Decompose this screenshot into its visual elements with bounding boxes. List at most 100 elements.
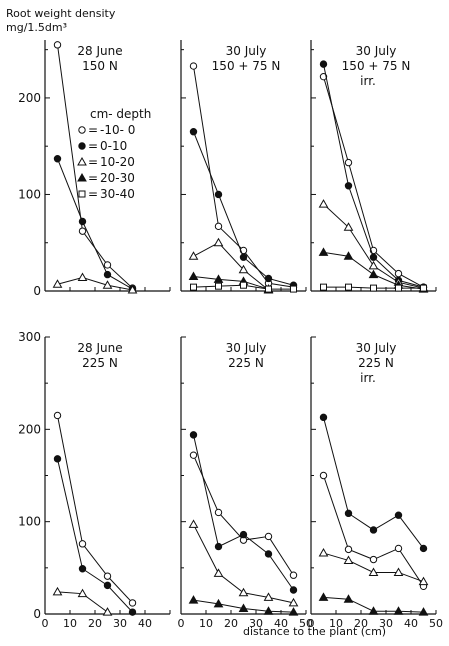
panel-title-line: 30 July xyxy=(356,341,397,355)
x-tick-label: 0 xyxy=(308,617,315,630)
data-point xyxy=(239,530,248,539)
data-point xyxy=(344,182,353,190)
series-line xyxy=(193,454,294,576)
data-point xyxy=(290,285,297,293)
x-tick-label: 30 xyxy=(249,617,263,630)
data-point xyxy=(265,285,272,293)
data-point xyxy=(369,526,378,534)
y-axis-label-line2: mg/1.5dm³ xyxy=(6,21,68,34)
y-tick-label: 100 xyxy=(18,515,41,529)
data-point xyxy=(369,555,378,564)
data-point xyxy=(320,283,327,291)
data-point xyxy=(188,595,199,604)
x-tick-label: 40 xyxy=(274,617,288,630)
data-point xyxy=(288,607,299,616)
data-point xyxy=(393,606,404,615)
data-point xyxy=(189,128,198,136)
series-line xyxy=(57,276,133,291)
data-point xyxy=(52,279,63,288)
data-point xyxy=(318,548,329,557)
data-point xyxy=(189,62,198,70)
data-point xyxy=(343,555,354,564)
data-point xyxy=(344,158,353,167)
x-tick-label: 20 xyxy=(354,617,368,630)
data-point xyxy=(289,586,298,594)
data-point xyxy=(343,251,354,260)
legend-marker xyxy=(78,142,86,150)
data-point xyxy=(103,581,112,590)
series-line xyxy=(57,415,133,604)
panel-title-line: 30 July xyxy=(226,44,267,58)
x-tick-label: 20 xyxy=(224,617,238,630)
data-point xyxy=(394,511,403,519)
x-tick-label: 30 xyxy=(113,617,127,630)
data-point xyxy=(78,217,87,226)
data-point xyxy=(189,431,198,439)
data-point xyxy=(368,606,379,615)
legend-marker xyxy=(78,190,86,198)
data-point xyxy=(239,253,248,261)
data-point xyxy=(102,607,113,616)
data-point xyxy=(215,282,222,290)
data-point xyxy=(393,567,404,576)
legend-equals: = xyxy=(88,187,98,201)
panel-title-line: 28 June xyxy=(77,341,122,355)
data-point xyxy=(128,608,137,616)
legend-entry-label: 0-10 xyxy=(100,139,127,153)
data-point xyxy=(238,587,249,597)
data-point xyxy=(368,567,379,576)
data-point xyxy=(214,508,223,517)
data-point xyxy=(418,607,429,616)
data-point xyxy=(78,565,87,573)
data-point xyxy=(188,271,199,281)
data-point xyxy=(214,222,223,231)
legend: cm- depth= -10- 0= 0-10= 10-20= 20-30= 30-40 xyxy=(77,107,151,201)
x-tick-label: 0 xyxy=(178,617,185,630)
data-point xyxy=(318,592,329,601)
panel-title-line: 150 + 75 N xyxy=(342,59,411,73)
data-point xyxy=(53,455,62,463)
x-tick-label: 10 xyxy=(63,617,77,630)
data-point xyxy=(319,60,328,68)
data-point xyxy=(78,540,87,548)
y-axis-label-line1: Root weight density xyxy=(6,7,116,20)
data-point xyxy=(343,222,354,231)
data-point xyxy=(264,550,273,558)
panel-title-line: 28 June xyxy=(77,44,122,58)
y-tick-label: 0 xyxy=(33,607,41,621)
data-point xyxy=(77,588,88,598)
x-axis-label: distance to the plant (cm) xyxy=(243,625,387,638)
legend-equals: = xyxy=(88,139,98,153)
data-point xyxy=(190,283,197,291)
data-point xyxy=(127,285,138,294)
legend-entry-label: 10-20 xyxy=(100,155,135,169)
x-tick-label: 40 xyxy=(404,617,418,630)
data-point xyxy=(128,599,137,607)
data-point xyxy=(319,72,328,81)
x-tick-label: 10 xyxy=(329,617,343,630)
series-line xyxy=(57,458,133,613)
data-point xyxy=(238,603,249,612)
data-point xyxy=(319,471,328,480)
data-point xyxy=(395,284,402,292)
legend-entry-label: 20-30 xyxy=(100,171,135,185)
data-point xyxy=(419,544,428,553)
y-tick-label: 200 xyxy=(18,91,41,105)
data-point xyxy=(319,413,328,422)
legend-entry-label: 30-40 xyxy=(100,187,135,201)
data-point xyxy=(103,270,112,279)
y-tick-label: 300 xyxy=(18,330,41,344)
y-tick-label: 200 xyxy=(18,422,41,436)
x-tick-label: 50 xyxy=(299,617,313,630)
data-point xyxy=(394,269,403,278)
data-point xyxy=(240,281,247,289)
panel-title-line: 30 July xyxy=(226,341,267,355)
data-point xyxy=(344,545,353,554)
data-point xyxy=(103,572,112,580)
series-line xyxy=(57,158,133,290)
data-point xyxy=(368,269,379,279)
